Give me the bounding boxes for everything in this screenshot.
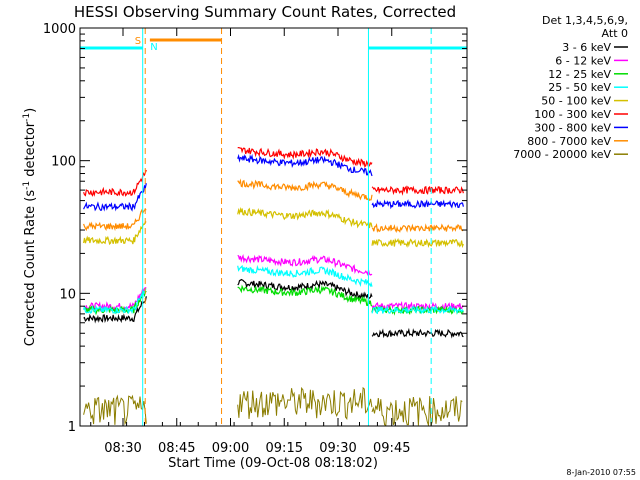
legend-label: 12 - 25 keV — [548, 68, 611, 81]
plot-area: SN — [80, 28, 467, 427]
plot-frame — [79, 27, 468, 427]
legend-label: 25 - 50 keV — [548, 81, 611, 94]
y-axis-label-end: ) — [23, 108, 38, 113]
legend-label: 3 - 6 keV — [562, 41, 611, 54]
x-axis: 08:30 08:45 09:00 09:15 09:30 09:45 — [90, 28, 450, 456]
x-tick-label: 09:30 — [319, 441, 356, 456]
series-line — [83, 220, 147, 246]
series-line — [83, 394, 147, 426]
x-axis-label: Start Time (09-Oct-08 08:18:02) — [168, 456, 378, 471]
legend-header-line2: Att 0 — [602, 27, 628, 40]
series-line — [237, 253, 373, 276]
y-axis: 1 10 100 1000 — [43, 22, 467, 435]
y-tick-label: 100 — [51, 155, 76, 170]
series-line — [83, 287, 147, 315]
y-tick-label: 1000 — [43, 22, 76, 37]
series-line — [371, 327, 464, 339]
series-line — [371, 223, 464, 234]
footer-timestamp: 8-Jan-2010 07:55 — [566, 468, 636, 477]
legend-label: 300 - 800 keV — [534, 121, 611, 134]
series-line — [371, 199, 464, 210]
series-line — [371, 300, 464, 312]
series-line — [371, 304, 464, 315]
x-tick-label: 09:45 — [373, 441, 410, 456]
y-axis-label-sup2: -1 — [22, 113, 32, 122]
series-100-300-kev — [83, 147, 464, 197]
series-50-100-kev — [83, 206, 464, 249]
x-tick-label: 09:15 — [266, 441, 303, 456]
x-tick-label: 09:00 — [212, 441, 249, 456]
series-line — [237, 147, 373, 168]
legend-label: 7000 - 20000 keV — [513, 148, 611, 161]
annotation-n: N — [150, 42, 157, 53]
legend-header-line1: Det 1,3,4,5,6,9, — [542, 14, 628, 27]
series-line — [371, 396, 463, 427]
annotation-s: S — [135, 36, 141, 47]
legend-label: 100 - 300 keV — [534, 108, 611, 121]
y-axis-label-mid: detector — [23, 121, 38, 181]
y-tick-label: 1 — [68, 420, 76, 435]
series-line — [237, 153, 373, 177]
series-line — [83, 296, 147, 324]
series-line — [371, 185, 464, 196]
series-line — [371, 238, 464, 249]
legend-label: 50 - 100 keV — [541, 95, 611, 108]
x-tick-label: 08:45 — [158, 441, 195, 456]
y-tick-label: 10 — [59, 287, 76, 302]
series-line — [237, 178, 373, 202]
series-line — [237, 284, 373, 307]
series-3-6-kev — [83, 278, 464, 339]
series-800-7000-kev — [83, 178, 464, 234]
series-line — [237, 206, 373, 229]
y-axis-label-main: Corrected Count Rate (s — [23, 190, 38, 347]
series-line — [83, 169, 147, 197]
series-7000-20000-kev — [83, 386, 463, 427]
series-line — [237, 264, 373, 288]
x-tick-label: 08:30 — [104, 441, 141, 456]
series-line — [237, 386, 373, 420]
series-25-50-kev — [83, 264, 464, 315]
series-line — [237, 278, 373, 301]
chart-title: HESSI Observing Summary Count Rates, Cor… — [74, 3, 456, 21]
series-300-800-kev — [83, 153, 464, 212]
series-line — [83, 183, 147, 212]
legend-label: 6 - 12 keV — [555, 54, 611, 67]
legend-label: 800 - 7000 keV — [527, 135, 611, 148]
y-axis-label-sup1: -1 — [22, 181, 32, 190]
y-axis-label: Corrected Count Rate (s-1 detector-1) — [22, 108, 38, 346]
series-line — [83, 208, 147, 232]
